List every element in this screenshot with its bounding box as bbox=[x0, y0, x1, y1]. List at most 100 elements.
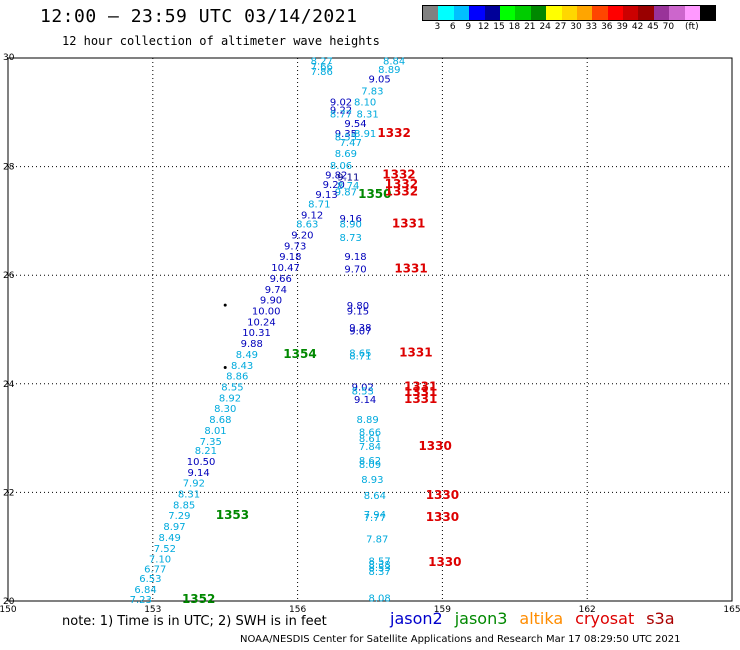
wave-height-label: 8.85 bbox=[173, 500, 195, 511]
legend-label: 6 bbox=[449, 22, 456, 32]
wave-height-label: 8.69 bbox=[335, 149, 357, 160]
wave-height-label: 9.20 bbox=[291, 230, 313, 241]
pass-id-label: 1331 bbox=[399, 345, 432, 359]
wave-height-label: 6.53 bbox=[139, 574, 161, 585]
wave-height-label: 7.86 bbox=[311, 67, 333, 78]
color-scale-legend bbox=[422, 5, 717, 21]
pass-id-label: 1354 bbox=[283, 347, 316, 361]
wave-height-label: 8.55 bbox=[335, 133, 357, 144]
chart-subtitle: 12 hour collection of altimeter wave hei… bbox=[62, 34, 380, 48]
wave-height-label: 7.23 bbox=[130, 595, 152, 606]
legend-swatch bbox=[623, 6, 639, 20]
pass-id-label: 1352 bbox=[182, 592, 215, 606]
wave-height-label: 8.65 bbox=[349, 348, 371, 359]
y-tick-label: 30 bbox=[3, 53, 15, 63]
pass-id-label: 1353 bbox=[216, 508, 249, 522]
wave-height-label: 8.53 bbox=[352, 386, 374, 397]
legend-label: 15 bbox=[493, 22, 505, 32]
pass-id-label: 1331 bbox=[404, 392, 437, 406]
legend-label: 39 bbox=[616, 22, 628, 32]
wave-height-label: 9.90 bbox=[260, 296, 282, 307]
legend-swatch bbox=[653, 6, 670, 20]
legend-label: 42 bbox=[631, 22, 644, 32]
legend-swatch bbox=[423, 6, 439, 20]
wave-height-label: 9.18 bbox=[344, 252, 366, 263]
wave-height-label: 8.55 bbox=[221, 383, 243, 394]
color-scale-labels: 3 6 9 12 15 18 21 24 27 30 33 36 39 42 45 70 (ft) bbox=[422, 22, 740, 34]
pass-id-label: 1332 bbox=[385, 185, 418, 199]
x-tick-label: 159 bbox=[434, 605, 451, 615]
pass-id-label: 1331 bbox=[392, 217, 425, 231]
wave-height-label: 8.63 bbox=[296, 220, 318, 231]
wave-height-label: 9.15 bbox=[347, 306, 369, 317]
legend-swatch bbox=[684, 6, 701, 20]
wave-height-label: 7.29 bbox=[168, 511, 190, 522]
wave-height-label: 8.31 bbox=[178, 489, 200, 500]
legend-swatch bbox=[499, 6, 516, 20]
wave-height-label: 9.11 bbox=[337, 172, 359, 183]
wave-height-label: 7.66 bbox=[311, 62, 333, 73]
legend-label: (ft) bbox=[685, 22, 699, 32]
legend-label: 12 bbox=[477, 22, 490, 32]
wave-height-label: 7.47 bbox=[340, 138, 362, 149]
track-dot bbox=[223, 303, 227, 307]
wave-height-label: 8.89 bbox=[356, 415, 378, 426]
track-dot bbox=[223, 366, 227, 370]
pass-id-label: 1332 bbox=[377, 126, 410, 140]
legend-label: 3 bbox=[434, 22, 441, 32]
legend-swatch bbox=[515, 6, 531, 20]
y-tick-label: 28 bbox=[3, 163, 15, 173]
satellite-jason2: jason2 bbox=[390, 609, 443, 628]
wave-height-label: 8.27 bbox=[311, 57, 333, 68]
wave-height-label: 8.84 bbox=[383, 57, 405, 68]
legend-swatch bbox=[638, 6, 654, 20]
pass-id-label: 1350 bbox=[358, 187, 391, 201]
wave-height-label: 8.31 bbox=[356, 109, 378, 120]
legend-label: 9 bbox=[465, 22, 472, 32]
wave-height-label: 6.77 bbox=[144, 564, 166, 575]
satellite-cryosat: cryosat bbox=[575, 609, 635, 628]
wave-height-label: 7.52 bbox=[154, 544, 176, 555]
legend-swatch bbox=[530, 6, 547, 20]
wave-height-label: 8.61 bbox=[359, 434, 381, 445]
wave-height-label: 9.54 bbox=[344, 119, 366, 130]
wave-height-label: 7.94 bbox=[364, 510, 386, 521]
wave-height-label: 9.12 bbox=[301, 210, 323, 221]
satellite-legend: jason2 jason3 altika cryosat s3a bbox=[390, 609, 687, 628]
wave-height-label: 9.14 bbox=[354, 395, 376, 406]
pass-id-label: 1331 bbox=[404, 380, 437, 394]
legend-swatch bbox=[484, 6, 500, 20]
wave-height-label: 8.77 bbox=[330, 109, 352, 120]
wave-height-label: 7.77 bbox=[364, 513, 386, 524]
wave-height-label: 8.93 bbox=[361, 475, 383, 486]
wave-height-label: 6.84 bbox=[134, 585, 156, 596]
legend-label: 18 bbox=[508, 22, 521, 32]
wave-height-label: 8.89 bbox=[378, 65, 400, 76]
legend-label: 70 bbox=[662, 22, 675, 32]
wave-height-label: 9.20 bbox=[323, 180, 345, 191]
wave-height-label: 9.74 bbox=[265, 285, 287, 296]
units-note: note: 1) Time is in UTC; 2) SWH is in fe… bbox=[62, 614, 327, 629]
legend-swatch bbox=[561, 6, 577, 20]
plot-frame bbox=[7, 57, 733, 602]
x-tick-label: 153 bbox=[144, 605, 161, 615]
pass-id-label: 1330 bbox=[426, 510, 459, 524]
wave-height-label: 7.10 bbox=[149, 555, 171, 566]
wave-height-label: 8.92 bbox=[219, 393, 241, 404]
wave-height-label: 8.57 bbox=[369, 556, 391, 567]
x-tick-label: 150 bbox=[0, 605, 17, 615]
wave-height-label: 8.71 bbox=[349, 352, 371, 363]
wave-height-label: 8.66 bbox=[359, 428, 381, 439]
y-tick-label: 24 bbox=[3, 380, 15, 390]
legend-swatch bbox=[438, 6, 454, 20]
wave-height-label: 9.22 bbox=[330, 106, 352, 117]
legend-swatch bbox=[576, 6, 593, 20]
wave-height-label: 9.14 bbox=[188, 468, 210, 479]
wave-height-label: 10.50 bbox=[187, 457, 216, 468]
wave-height-label: 9.88 bbox=[241, 339, 263, 350]
wave-height-label: 8.91 bbox=[354, 129, 376, 140]
y-tick-label: 20 bbox=[3, 597, 15, 607]
wave-height-label: 9.35 bbox=[335, 129, 357, 140]
wave-height-label: 9.87 bbox=[335, 188, 357, 199]
